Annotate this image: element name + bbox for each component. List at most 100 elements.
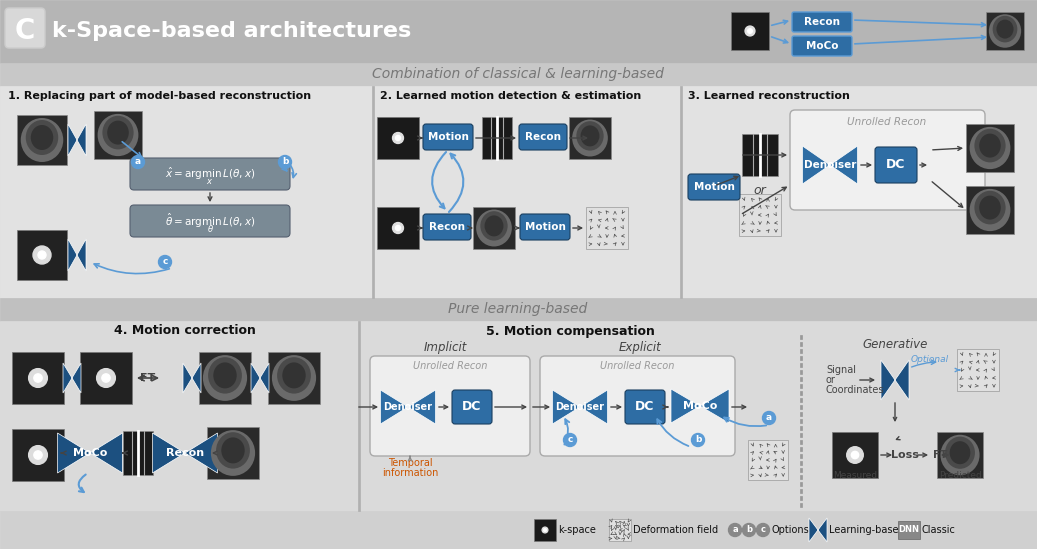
Bar [800, 349, 802, 353]
Bar [680, 86, 681, 298]
Bar [534, 519, 556, 541]
Text: c: c [760, 525, 765, 535]
Ellipse shape [989, 14, 1021, 48]
Bar [800, 489, 802, 493]
Text: a: a [766, 413, 773, 423]
Text: $x$: $x$ [206, 177, 214, 187]
Polygon shape [251, 363, 269, 393]
Ellipse shape [214, 362, 236, 388]
Bar [377, 207, 419, 249]
Ellipse shape [581, 125, 599, 147]
Bar [123, 431, 153, 475]
Text: DC: DC [463, 401, 482, 413]
Text: or: or [754, 183, 766, 197]
Bar [0, 0, 1037, 63]
Ellipse shape [216, 432, 250, 469]
FancyBboxPatch shape [520, 214, 570, 240]
Text: or: or [826, 375, 836, 385]
Text: Motion: Motion [427, 132, 469, 142]
Text: Motion: Motion [694, 182, 734, 192]
Polygon shape [57, 433, 122, 473]
Circle shape [29, 446, 48, 464]
Circle shape [543, 529, 546, 531]
Text: Deformation field: Deformation field [633, 525, 719, 535]
Circle shape [102, 374, 110, 382]
Ellipse shape [203, 355, 247, 401]
Text: Learning-based: Learning-based [829, 525, 904, 535]
FancyBboxPatch shape [423, 124, 473, 150]
Text: 1. Replacing part of model-based reconstruction: 1. Replacing part of model-based reconst… [8, 91, 311, 101]
Text: Generative: Generative [863, 339, 928, 351]
Bar [372, 86, 373, 298]
Bar [94, 111, 142, 159]
Text: Implicit: Implicit [423, 341, 467, 355]
Circle shape [692, 434, 704, 446]
Circle shape [279, 155, 291, 169]
Circle shape [34, 374, 43, 382]
Circle shape [393, 132, 403, 143]
Text: Explicit: Explicit [619, 341, 662, 355]
Text: $\hat{\theta} = \mathrm{argmin}\,L(\theta, x)$: $\hat{\theta} = \mathrm{argmin}\,L(\thet… [165, 212, 255, 230]
Ellipse shape [945, 436, 975, 469]
Ellipse shape [272, 355, 316, 401]
Bar [609, 519, 630, 541]
Text: information: information [382, 468, 439, 478]
Bar [800, 335, 802, 339]
FancyBboxPatch shape [625, 390, 665, 424]
Polygon shape [803, 146, 858, 184]
Bar [800, 342, 802, 346]
Bar [17, 115, 67, 165]
Bar [731, 12, 769, 50]
Text: c: c [567, 435, 572, 445]
Polygon shape [809, 518, 826, 542]
Bar [268, 352, 320, 404]
Text: Recon: Recon [804, 17, 840, 27]
Text: Denoiser: Denoiser [384, 402, 432, 412]
Ellipse shape [970, 127, 1010, 169]
Text: Coordinates: Coordinates [826, 385, 885, 395]
Bar [800, 468, 802, 472]
Circle shape [34, 451, 43, 459]
Bar [800, 503, 802, 507]
Bar [800, 384, 802, 388]
Ellipse shape [282, 362, 306, 388]
Ellipse shape [975, 191, 1006, 225]
Bar [966, 124, 1014, 172]
Text: MoCo: MoCo [73, 448, 107, 458]
Bar [12, 429, 64, 481]
Circle shape [729, 524, 741, 536]
Text: Unrolled Recon: Unrolled Recon [599, 361, 674, 371]
Bar [800, 461, 802, 465]
FancyBboxPatch shape [423, 214, 471, 240]
Circle shape [745, 26, 755, 36]
Text: Recon: Recon [525, 132, 561, 142]
Bar [937, 432, 983, 478]
Ellipse shape [970, 189, 1010, 231]
Text: Measured: Measured [833, 470, 877, 479]
FancyBboxPatch shape [130, 158, 290, 190]
Text: b: b [695, 435, 701, 445]
Bar [800, 412, 802, 416]
Text: 2. Learned motion detection & estimation: 2. Learned motion detection & estimation [380, 91, 641, 101]
Ellipse shape [992, 16, 1017, 42]
Text: Motion: Motion [525, 222, 565, 232]
Circle shape [38, 251, 46, 259]
Circle shape [748, 29, 752, 33]
Circle shape [742, 524, 756, 536]
Text: Denoiser: Denoiser [556, 402, 605, 412]
Bar [207, 427, 259, 479]
FancyBboxPatch shape [790, 110, 985, 210]
Circle shape [762, 412, 776, 424]
Ellipse shape [31, 125, 53, 150]
Bar [800, 377, 802, 381]
Text: Options: Options [772, 525, 810, 535]
Bar [0, 298, 1037, 321]
Text: b: b [282, 158, 288, 166]
FancyBboxPatch shape [130, 205, 290, 237]
Bar [800, 482, 802, 486]
Text: Signal: Signal [826, 365, 856, 375]
Bar [0, 86, 1037, 298]
Ellipse shape [211, 430, 255, 476]
Ellipse shape [480, 211, 508, 240]
Circle shape [159, 255, 171, 268]
